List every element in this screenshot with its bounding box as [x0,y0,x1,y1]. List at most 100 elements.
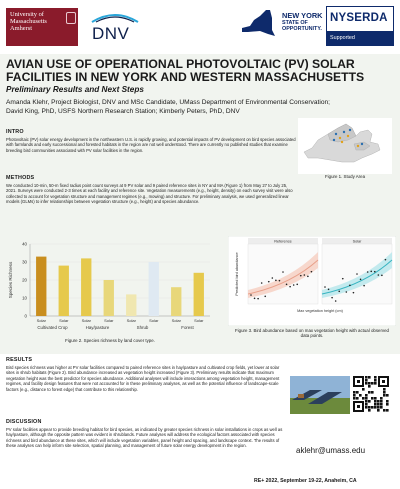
observed-point [338,290,341,293]
poster-header: University of Massachusetts Amherst DNV … [0,0,400,54]
nys-line-2: STATE OF [282,19,308,26]
site-marker [338,136,342,140]
site-marker [342,130,346,134]
intro-text: Photovoltaic (PV) solar energy developme… [6,137,296,153]
observed-point [373,270,376,273]
bar [171,287,182,316]
confidence-ribbon [248,252,318,298]
umass-line-2: Massachusetts [10,18,47,26]
site-marker [348,128,352,132]
group-label: Cultivated Crop [37,325,68,330]
panel-label: Reference [274,240,292,244]
observed-point [307,275,309,278]
figure-3-caption: Figure 3. Bird abundance based on max ve… [234,328,389,339]
observed-point [271,277,274,279]
observed-point [334,300,337,302]
site-marker [360,142,364,146]
dnv-logo: DNV [86,10,144,46]
observed-point [384,258,387,261]
site-marker [332,138,336,142]
observed-point [292,284,295,286]
study-area-map [298,118,392,174]
x-tick-label: Solar [194,318,204,323]
observed-point [278,279,281,282]
results-heading: RESULTS [6,357,33,363]
group-label: Shrub [137,325,149,330]
observed-point [327,288,330,291]
panel-label: Solar [353,240,363,244]
dnv-arc-icon [91,14,139,23]
bird-abundance-plot: Reference Solar Max vegetation height (cm)… [227,235,397,327]
observed-point [359,278,362,281]
results-text: Bird species richness was higher at PV s… [6,365,280,392]
author-line-2: David King, PhD, USFS Northern Research … [6,107,240,115]
group-label: Forest [181,325,194,330]
umass-logo: University of Massachusetts Amherst [6,8,78,46]
observed-point [264,295,267,298]
observed-point [260,282,263,284]
x-tick-label: Solar [149,318,159,323]
nys-wordmark: NEW YORK STATE OF OPPORTUNITY. [282,12,323,32]
nyserda-wordmark: NYSERDA [330,12,388,24]
bar [126,294,137,316]
observed-point [296,283,299,286]
bar [58,265,69,316]
y-tick-label: 0 [25,314,28,319]
site-marker [334,132,338,136]
y-tick-label: 30 [22,260,27,265]
poster-title: AVIAN USE OF OPERATIONAL PHOTOVOLTAIC (P… [6,57,365,85]
x-tick-label: Solar [172,318,182,323]
trend-line [247,259,319,295]
author-line-1: Amanda Klehr, Project Biologist, DNV and… [6,99,330,106]
bar [103,280,114,316]
x-tick-label: Solar [127,318,137,323]
bar [148,262,159,316]
bar [36,256,47,316]
discussion-text: PV solar facilities appear to provide br… [6,427,283,449]
author-list: Amanda Klehr, Project Biologist, DNV and… [6,99,398,116]
y-axis-label: Predicted bird abundance [235,252,239,295]
observed-point [310,270,313,273]
intro-heading: INTRO [6,129,24,135]
observed-point [349,284,351,287]
trend-line [321,259,393,295]
x-tick-label: Solar [82,318,92,323]
discussion-heading: DISCUSSION [6,419,42,425]
contact-email[interactable]: aklehr@umass.edu [296,446,366,455]
observed-point [356,273,358,275]
observed-point [345,291,348,293]
qr-code-icon[interactable] [352,375,390,413]
observed-point [267,280,270,283]
bar [81,258,92,316]
observed-point [331,296,333,299]
bar-chart-svg: 0 10 20 30 40 Species Richness Solar Solar Solar… [8,242,210,330]
observed-point [366,271,369,273]
observed-point [352,291,355,294]
x-tick-label: Solar [37,318,47,323]
bar [193,272,204,316]
umass-line-1: University of [10,11,44,18]
umass-seal-icon [66,12,76,24]
site-marker [356,144,360,148]
panel-strip [322,238,392,244]
figure-1-caption: Figure 1. Study Area [324,174,366,179]
y-tick-label: 40 [22,242,27,247]
site-marker [340,140,344,144]
observed-point [257,297,259,300]
observed-point [289,285,291,288]
observed-point [324,286,326,288]
observed-point [377,274,380,276]
observed-point [282,271,284,273]
confidence-ribbon [322,252,392,298]
methods-text: We conducted 10-min, 50-m fixed radius p… [6,183,293,205]
observed-point [299,274,302,277]
observed-point [381,274,383,277]
umass-line-3: Amherst [10,25,33,33]
poster-subtitle: Preliminary Results and Next Steps [6,85,144,94]
new-york-state-map-icon [242,10,275,36]
observed-point [285,283,288,286]
nys-line-1: NEW YORK [282,11,323,20]
y-tick-label: 20 [22,278,27,283]
conference-footer: RE+ 2022, September 19-22, Anaheim, CA [254,478,357,484]
trend-plot-svg: Reference Solar Max vegetation height (cm)… [227,235,397,327]
